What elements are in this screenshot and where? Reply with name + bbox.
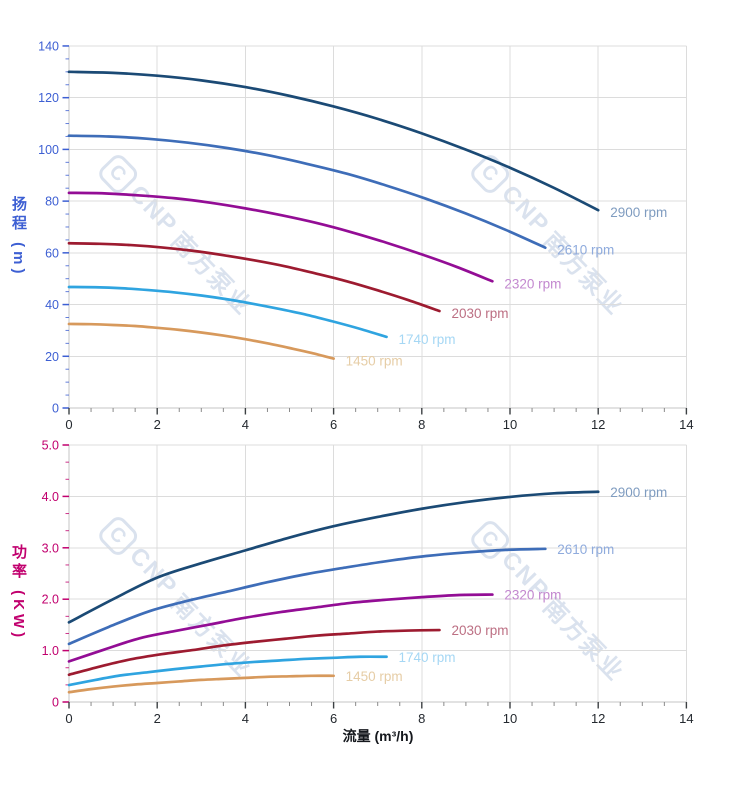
y-tick-label: 5.0 [42,439,59,453]
flow-axis-title: 流量 (m³/h) [342,728,414,744]
series-label-1740-rpm: 1740 rpm [399,332,456,347]
x-tick-label: 4 [242,417,249,432]
x-tick-label: 2 [154,711,161,726]
series-curve-2610-rpm [67,134,547,250]
series-curve-1450-rpm [67,322,335,360]
series-curve-2610-rpm [67,547,547,646]
y-tick-label: 20 [45,350,59,364]
y-tick-label: 1.0 [42,644,59,658]
y-tick-label: 60 [45,246,59,260]
series-curve-2320-rpm [67,191,494,283]
x-tick-label: 8 [418,417,425,432]
x-tick-label: 2 [154,417,161,432]
y-tick-label: 0 [52,696,59,710]
series-label-1450-rpm: 1450 rpm [346,354,403,369]
series-curve-2030-rpm [67,628,441,677]
series-curve-2900-rpm [67,490,600,624]
x-tick-label: 10 [503,711,517,726]
x-tick-label: 6 [330,711,337,726]
x-tick-label: 12 [591,711,605,726]
series-label-2030-rpm: 2030 rpm [451,306,508,321]
x-tick-label: 12 [591,417,605,432]
y-tick-label: 40 [45,298,59,312]
series-curve-2030-rpm [67,241,441,313]
y-tick-label: 80 [45,195,59,209]
series-curve-1740-rpm [67,655,388,687]
series-label-1450-rpm: 1450 rpm [346,669,403,684]
x-tick-label: 0 [65,417,72,432]
series-label-2030-rpm: 2030 rpm [451,623,508,638]
series-curve-1450-rpm [67,674,335,694]
y-tick-label: 3.0 [42,541,59,555]
x-tick-label: 10 [503,417,517,432]
x-tick-label: 14 [679,711,693,726]
y-tick-label: 4.0 [42,490,59,504]
power-chart: 0 1.0 2.0 3.0 4.0 5.0 0 2 4 6 8 10 12 14 2900 rpm 2610 … [42,439,694,727]
series-curve-2900-rpm [67,70,600,212]
x-tick-label: 4 [242,711,249,726]
series-label-2610-rpm: 2610 rpm [557,542,614,557]
y-tick-label: 140 [38,39,59,53]
series-label-2610-rpm: 2610 rpm [557,243,614,258]
series-label-2320-rpm: 2320 rpm [504,276,561,291]
x-tick-label: 8 [418,711,425,726]
series-curve-1740-rpm [67,285,388,339]
x-tick-label: 14 [679,417,693,432]
series-label-2320-rpm: 2320 rpm [504,588,561,603]
y-tick-label: 2.0 [42,593,59,607]
series-label-2900-rpm: 2900 rpm [610,205,667,220]
series-label-1740-rpm: 1740 rpm [399,650,456,665]
head-axis-title: 扬程 (m) [10,196,27,278]
y-tick-label: 0 [52,402,59,416]
x-tick-label: 0 [65,711,72,726]
head-chart: 0 20 40 60 80 100 120 140 0 2 4 6 8 10 12 14 2900 rpm 261… [38,39,693,432]
y-tick-label: 100 [38,143,59,157]
y-tick-label: 120 [38,91,59,105]
series-label-2900-rpm: 2900 rpm [610,485,667,500]
series-curve-2320-rpm [67,593,494,663]
power-axis-title: 功率 (KW) [10,544,27,642]
x-tick-label: 6 [330,417,337,432]
